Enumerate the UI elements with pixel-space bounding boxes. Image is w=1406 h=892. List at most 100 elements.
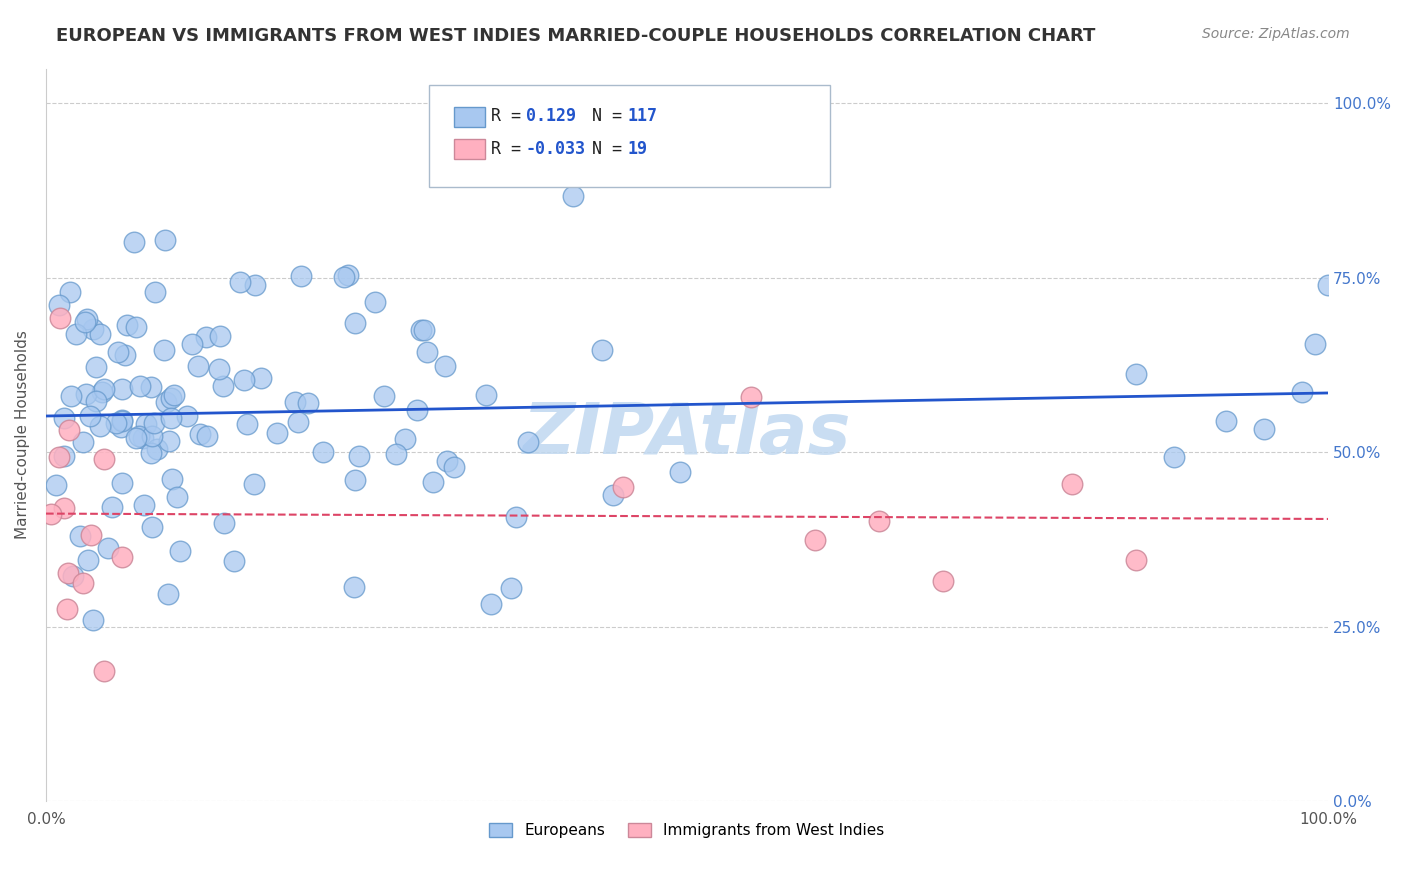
Point [1163,450,1185,464]
Point [80,528,103,542]
Point [117,318,139,332]
Point [229,275,252,289]
Point [516,435,538,450]
Text: 0.129: 0.129 [526,107,576,125]
Point [804,533,827,548]
Point [141,520,163,534]
Point [48,450,70,465]
Point [1215,414,1237,428]
Point [58,566,80,580]
Point [505,509,527,524]
Point [48,298,70,312]
Point [82,614,104,628]
Point [93,664,115,678]
Point [128,378,150,392]
Point [76,312,98,326]
Point [169,543,191,558]
Point [740,390,762,404]
Point [422,475,444,489]
Point [128,429,150,443]
Text: R =: R = [491,140,520,158]
Point [612,480,634,494]
Point [176,409,198,423]
Point [45,478,67,492]
Point [143,416,166,430]
Point [297,396,319,410]
Point [141,429,163,443]
Point [52,500,75,515]
Point [62,569,84,583]
Point [413,322,436,336]
Point [208,328,231,343]
Point [1125,367,1147,381]
Point [284,394,307,409]
Point [394,432,416,446]
Text: 117: 117 [627,107,657,125]
Point [188,427,211,442]
Point [343,580,366,594]
Point [132,498,155,512]
Point [82,322,104,336]
Point [385,447,408,461]
Point [52,450,75,464]
Point [111,476,134,491]
Point [212,516,235,530]
Point [669,466,692,480]
Point [373,389,395,403]
Point [195,429,218,443]
Point [153,343,176,357]
Point [501,581,523,595]
Point [1291,384,1313,399]
Point [114,348,136,362]
Point [49,311,72,326]
Point [110,420,132,434]
Point [159,434,181,448]
Point [111,413,134,427]
Point [266,426,288,441]
Point [409,323,432,337]
Point [143,285,166,299]
Point [93,451,115,466]
Point [111,414,134,428]
Point [91,384,114,399]
Point [59,285,82,299]
Point [75,315,97,329]
Point [475,387,498,401]
Point [141,380,163,394]
Point [187,359,209,373]
Point [333,269,356,284]
Point [39,508,62,522]
Point [312,445,335,459]
Point [60,389,83,403]
Point [436,454,458,468]
Point [347,449,370,463]
Point [243,476,266,491]
Point [233,373,256,387]
Point [89,326,111,341]
Point [181,337,204,351]
Point [222,553,245,567]
Text: N =: N = [592,107,621,125]
Point [101,500,124,514]
Point [65,326,87,341]
Point [77,553,100,567]
Point [336,268,359,282]
Y-axis label: Married-couple Households: Married-couple Households [15,330,30,539]
Point [135,417,157,431]
Point [72,575,94,590]
Text: 19: 19 [627,140,647,158]
Point [75,386,97,401]
Point [111,382,134,396]
Point [932,574,955,589]
Text: EUROPEAN VS IMMIGRANTS FROM WEST INDIES MARRIED-COUPLE HOUSEHOLDS CORRELATION CH: EUROPEAN VS IMMIGRANTS FROM WEST INDIES … [56,27,1095,45]
Point [602,488,624,502]
Point [56,601,79,615]
Point [868,515,890,529]
Point [89,419,111,434]
Point [236,417,259,431]
Point [156,587,179,601]
Point [166,490,188,504]
Point [84,393,107,408]
Point [69,529,91,543]
Point [406,402,429,417]
